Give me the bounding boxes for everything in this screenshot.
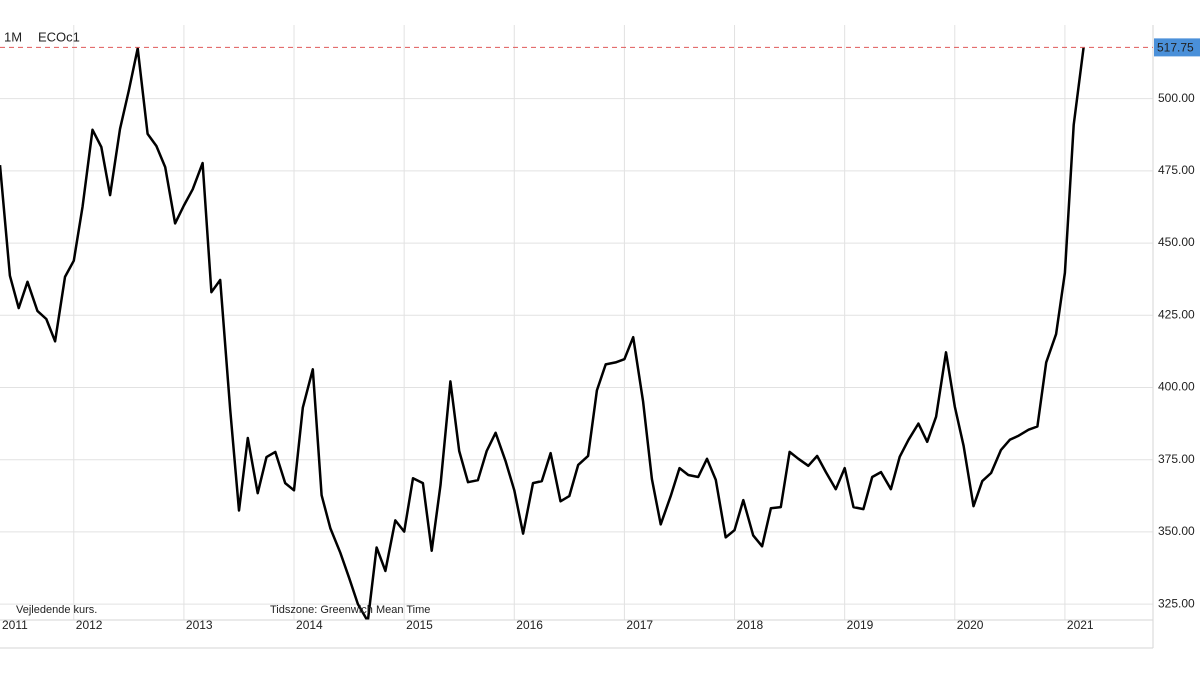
y-tick-label: 350.00 bbox=[1158, 524, 1195, 538]
x-tick-label: 2020 bbox=[957, 618, 984, 632]
plot bbox=[0, 47, 1085, 620]
x-tick-label: 2015 bbox=[406, 618, 433, 632]
grid bbox=[0, 25, 1153, 620]
last-value-box bbox=[1154, 38, 1200, 57]
y-tick-label: 425.00 bbox=[1158, 307, 1195, 321]
x-tick-label: 2021 bbox=[1067, 618, 1094, 632]
price-line bbox=[0, 47, 1085, 620]
x-tick-label: 2016 bbox=[516, 618, 543, 632]
y-tick-label: 500.00 bbox=[1158, 91, 1195, 105]
y-tick-label: 450.00 bbox=[1158, 235, 1195, 249]
y-tick-label: 325.00 bbox=[1158, 596, 1195, 610]
y-tick-label: 375.00 bbox=[1158, 452, 1195, 466]
footnote: Vejledende kurs. bbox=[16, 604, 97, 616]
x-tick-label: 2014 bbox=[296, 618, 323, 632]
x-tick-label: 2013 bbox=[186, 618, 213, 632]
x-tick-label: 2012 bbox=[76, 618, 103, 632]
y-tick-label: 475.00 bbox=[1158, 163, 1195, 177]
y-tick-label: 400.00 bbox=[1158, 380, 1195, 394]
x-tick-label: 2011 bbox=[2, 618, 28, 632]
x-tick-label: 2017 bbox=[626, 618, 653, 632]
x-tick-label: 2019 bbox=[847, 618, 874, 632]
interval: 1M bbox=[4, 29, 22, 44]
x-tick-label: 2018 bbox=[737, 618, 764, 632]
symbol: ECOc1 bbox=[38, 29, 80, 44]
last-value-label: 517.75 bbox=[1157, 41, 1194, 55]
timezone: Tidszone: Greenwich Mean Time bbox=[270, 604, 430, 616]
